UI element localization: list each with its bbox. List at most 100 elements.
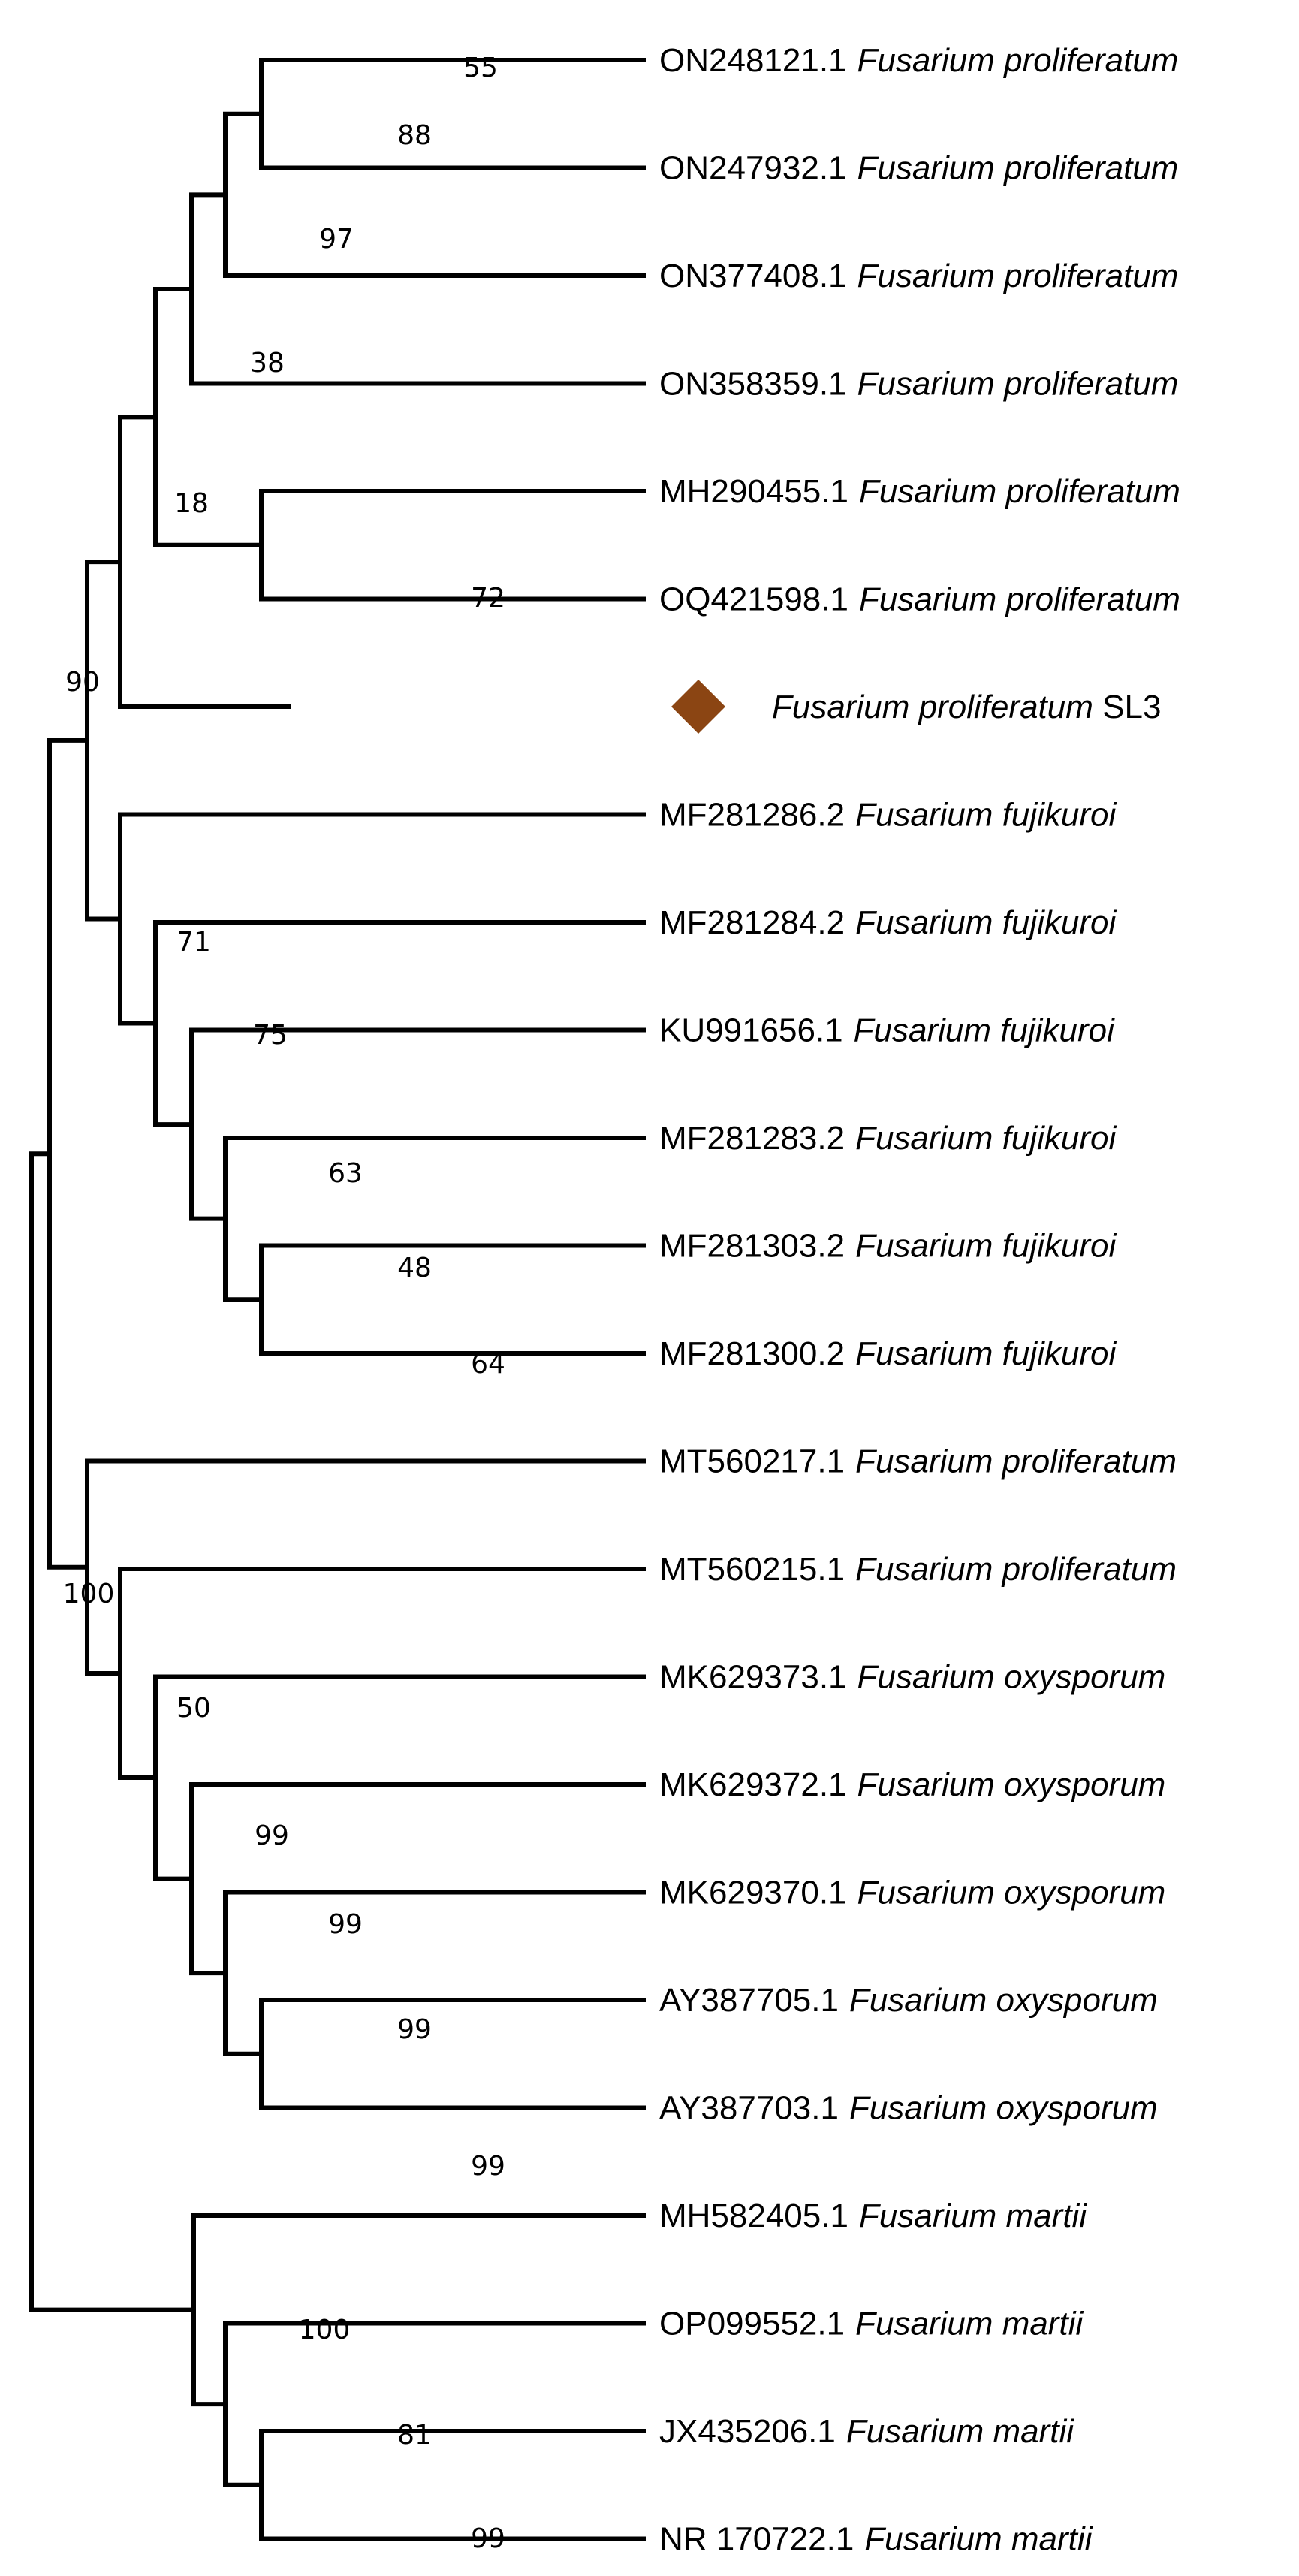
tree-branch: [153, 1775, 194, 1881]
tree-branch: [29, 1729, 196, 2312]
support-value: 99: [397, 2014, 432, 2045]
taxon-label: MF281286.2 Fusarium fujikuroi: [659, 797, 1117, 834]
tree-branch: [223, 192, 646, 278]
bootstrap-values: 55 88 97 38 18 90 72 71 75 63 48 64 100 …: [63, 53, 505, 2554]
taxon-label: MH582405.1 Fusarium martii: [659, 2197, 1087, 2234]
tree-branch: [189, 1122, 228, 1221]
support-value: 72: [471, 583, 505, 614]
taxon-label: OP099552.1 Fusarium martii: [659, 2306, 1084, 2342]
accession-number: AY387705.1: [659, 1982, 839, 2019]
species-name: Fusarium proliferatum: [772, 689, 1093, 725]
tree-branch: [118, 1567, 646, 1676]
species-name: Fusarium proliferatum: [855, 1551, 1177, 1588]
accession-number: JX435206.1: [659, 2413, 836, 2450]
accession-number: MF281286.2: [659, 797, 845, 834]
accession-number: OP099552.1: [659, 2306, 845, 2342]
species-name: Fusarium fujikuroi: [855, 797, 1117, 834]
species-name: Fusarium oxysporum: [849, 1982, 1158, 2019]
tree-branch: [47, 738, 89, 1157]
taxon-label: Fusarium proliferatum SL3: [772, 689, 1161, 725]
taxon-label: NR 170722.1 Fusarium martii: [659, 2521, 1093, 2558]
support-value: 38: [250, 348, 285, 379]
support-value: 99: [471, 2151, 505, 2182]
tree-branch: [259, 2482, 646, 2541]
taxon-label: KU991656.1 Fusarium fujikuroi: [659, 1012, 1115, 1049]
tree-branch: [223, 1890, 646, 1976]
tree-branch: [47, 1151, 89, 1570]
species-name: Fusarium oxysporum: [849, 2090, 1158, 2127]
support-value: 64: [471, 1349, 505, 1380]
taxon-label: ON358359.1 Fusarium proliferatum: [659, 366, 1178, 403]
tree-branch: [118, 812, 646, 922]
taxon-label: AY387703.1 Fusarium oxysporum: [659, 2090, 1158, 2127]
support-value: 99: [255, 1820, 289, 1851]
diamond-marker-icon: [671, 680, 725, 734]
tree-branch: [191, 2213, 646, 2312]
taxon-label: MF281284.2 Fusarium fujikuroi: [659, 904, 1117, 941]
tree-branch: [189, 1876, 228, 1976]
tree-branch: [259, 2429, 646, 2487]
tree-branch: [118, 1671, 158, 1781]
tree-branch: [29, 1151, 52, 1734]
species-name: Fusarium fujikuroi: [855, 904, 1117, 941]
species-name: Fusarium martii: [855, 2306, 1084, 2342]
support-value: 71: [176, 927, 211, 958]
accession-number: KU991656.1: [659, 1012, 843, 1049]
tree-branch: [259, 58, 646, 116]
tree-branch: [85, 560, 122, 743]
tree-branch: [223, 1216, 264, 1302]
support-value: 99: [471, 2523, 505, 2554]
support-value: 50: [176, 1693, 211, 1724]
species-name: Fusarium proliferatum: [857, 366, 1179, 403]
tree-branch: [259, 542, 646, 602]
tree-branch: [153, 1021, 194, 1127]
taxon-label: MF281300.2 Fusarium fujikuroi: [659, 1335, 1117, 1372]
accession-number: MF281300.2: [659, 1335, 845, 1372]
taxon-label: MF281303.2 Fusarium fujikuroi: [659, 1228, 1117, 1265]
tree-branch: [153, 286, 194, 420]
taxon-label: ON377408.1 Fusarium proliferatum: [659, 258, 1178, 294]
species-name: Fusarium fujikuroi: [855, 1228, 1117, 1265]
tree-branch: [223, 1971, 264, 2056]
accession-number: NR 170722.1: [659, 2521, 854, 2558]
tree-branch: [223, 2321, 646, 2407]
species-name: Fusarium fujikuroi: [855, 1120, 1117, 1157]
accession-number: MH290455.1: [659, 473, 848, 510]
tree-branch: [259, 2051, 646, 2110]
tree-branch: [85, 1564, 122, 1676]
strain-suffix: SL3: [1093, 689, 1162, 725]
support-value: 18: [174, 488, 209, 519]
accession-number: ON358359.1: [659, 366, 847, 403]
tree-branch: [259, 1243, 646, 1302]
species-name: Fusarium fujikuroi: [855, 1335, 1117, 1372]
accession-number: ON248121.1: [659, 42, 847, 79]
tree-branch: [118, 415, 158, 565]
tree-branch: [259, 1998, 646, 2056]
tree-branch: [223, 2402, 264, 2487]
taxon-label: ON247932.1 Fusarium proliferatum: [659, 150, 1178, 187]
support-value: 48: [397, 1253, 432, 1283]
tree-branch: [189, 192, 228, 291]
species-name: Fusarium martii: [864, 2521, 1093, 2558]
tree-branches: [29, 58, 646, 2541]
taxon-label: JX435206.1 Fusarium martii: [659, 2413, 1074, 2450]
species-name: Fusarium proliferatum: [859, 581, 1180, 618]
taxon-label: MK629373.1 Fusarium oxysporum: [659, 1659, 1165, 1696]
support-value: 75: [253, 1020, 288, 1051]
tree-branch: [191, 2307, 228, 2407]
species-name: Fusarium proliferatum: [857, 42, 1179, 79]
species-name: Fusarium fujikuroi: [854, 1012, 1115, 1049]
species-name: Fusarium martii: [846, 2413, 1074, 2450]
accession-number: MH582405.1: [659, 2197, 848, 2234]
accession-number: MK629370.1: [659, 1875, 847, 1911]
accession-number: MK629373.1: [659, 1659, 847, 1696]
support-value: 100: [63, 1579, 115, 1609]
accession-number: AY387703.1: [659, 2090, 839, 2127]
accession-number: MF281283.2: [659, 1120, 845, 1157]
tree-branch: [189, 1027, 646, 1127]
taxon-label: MH290455.1 Fusarium proliferatum: [659, 473, 1180, 510]
support-value: 90: [65, 667, 100, 698]
tree-branch: [153, 1674, 646, 1781]
taxon-label: OQ421598.1 Fusarium proliferatum: [659, 581, 1180, 618]
